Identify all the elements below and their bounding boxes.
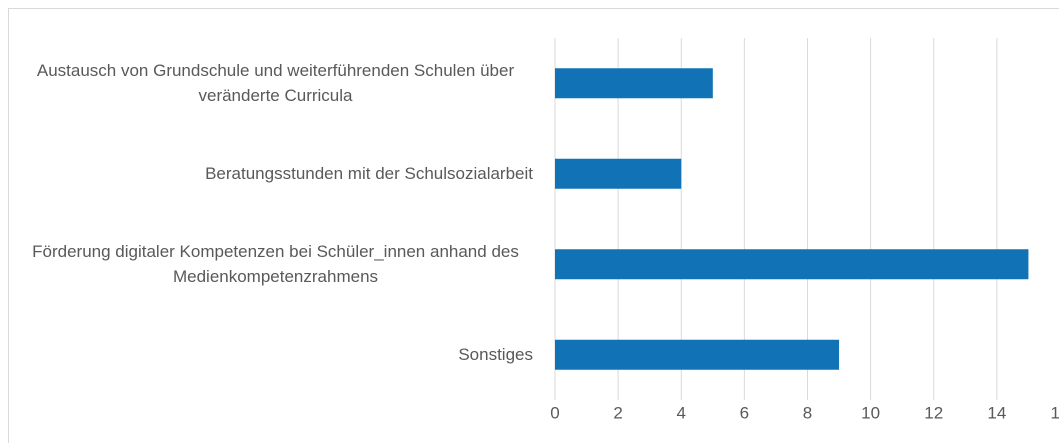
y-tick-label: Sonstiges: [458, 345, 533, 365]
y-tick-label: Förderung digitaler Kompetenzen bei Schü…: [32, 242, 519, 287]
category-label-box: Sonstiges: [10, 315, 533, 395]
x-tick-label: 14: [987, 403, 1006, 422]
bar: [555, 68, 713, 99]
x-tick-label: 2: [613, 403, 622, 422]
category-label-box: Austausch von Grundschule und weiterführ…: [10, 43, 533, 123]
x-tick-label: 0: [550, 403, 559, 422]
x-tick-label: 4: [677, 403, 686, 422]
x-tick-label: 10: [861, 403, 880, 422]
category-label-box: Förderung digitaler Kompetenzen bei Schü…: [10, 224, 533, 304]
category-label-box: Beratungsstunden mit der Schulsozialarbe…: [10, 134, 533, 214]
bar: [555, 339, 840, 370]
bar: [555, 158, 682, 189]
bar: [555, 249, 1029, 280]
y-tick-label: Beratungsstunden mit der Schulsozialarbe…: [205, 164, 533, 184]
x-tick-label: 8: [803, 403, 812, 422]
x-tick-label: 16: [1051, 403, 1059, 422]
chart-frame: [8, 8, 1059, 443]
x-tick-label: 6: [740, 403, 749, 422]
y-tick-label: Austausch von Grundschule und weiterführ…: [36, 61, 515, 106]
x-tick-label: 12: [924, 403, 943, 422]
